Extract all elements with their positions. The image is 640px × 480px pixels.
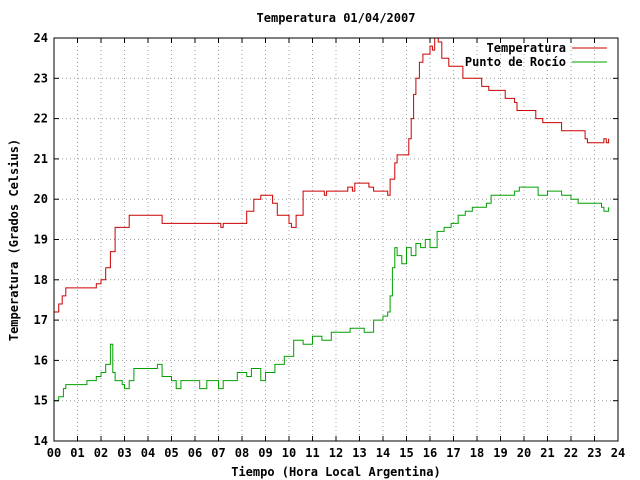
x-tick-label: 22 [564,446,578,460]
series-line-temperatura [54,37,610,313]
ticks: 00 01 02 03 04 05 06 07 08 09 10 11 12 13 14 15 16 17 18 19… [34,31,626,460]
x-tick-label: 18 [470,446,484,460]
x-tick-label: 05 [164,446,178,460]
x-tick-label: 15 [399,446,413,460]
x-tick-label: 00 [47,446,61,460]
legend: Temperatura Punto de Rocío [465,41,607,69]
x-tick-label: 08 [235,446,249,460]
y-tick-label: 23 [34,71,48,85]
x-tick-label: 19 [493,446,507,460]
x-tick-label: 09 [258,446,272,460]
x-tick-label: 17 [446,446,460,460]
series-line-punto-de-rocio [54,186,610,402]
x-tick-label: 23 [587,446,601,460]
x-tick-label: 11 [305,446,319,460]
legend-label-temperatura: Temperatura [487,41,566,55]
x-tick-label: 16 [423,446,437,460]
y-tick-label: 14 [34,434,48,448]
x-tick-label: 24 [611,446,625,460]
series-lines [54,37,610,402]
x-axis-label: Tiempo (Hora Local Argentina) [231,465,441,479]
x-tick-label: 07 [211,446,225,460]
x-tick-label: 14 [376,446,390,460]
y-tick-label: 16 [34,353,48,367]
x-tick-label: 20 [517,446,531,460]
legend-label-punto-de-rocio: Punto de Rocío [465,55,566,69]
x-tick-label: 04 [141,446,155,460]
x-tick-label: 21 [540,446,554,460]
x-tick-label: 10 [282,446,296,460]
y-tick-label: 24 [34,31,48,45]
x-tick-label: 12 [329,446,343,460]
chart-title: Temperatura 01/04/2007 [257,11,416,25]
grid [54,38,618,441]
x-tick-label: 02 [94,446,108,460]
y-tick-label: 19 [34,233,48,247]
x-tick-label: 01 [70,446,84,460]
y-tick-label: 22 [34,112,48,126]
x-tick-label: 13 [352,446,366,460]
y-tick-label: 21 [34,152,48,166]
y-tick-label: 15 [34,394,48,408]
y-axis-label: Temperatura (Grados Celsius) [7,139,21,341]
x-tick-label: 06 [188,446,202,460]
y-tick-label: 18 [34,273,48,287]
y-tick-label: 20 [34,192,48,206]
y-tick-label: 17 [34,313,48,327]
x-tick-label: 03 [117,446,131,460]
